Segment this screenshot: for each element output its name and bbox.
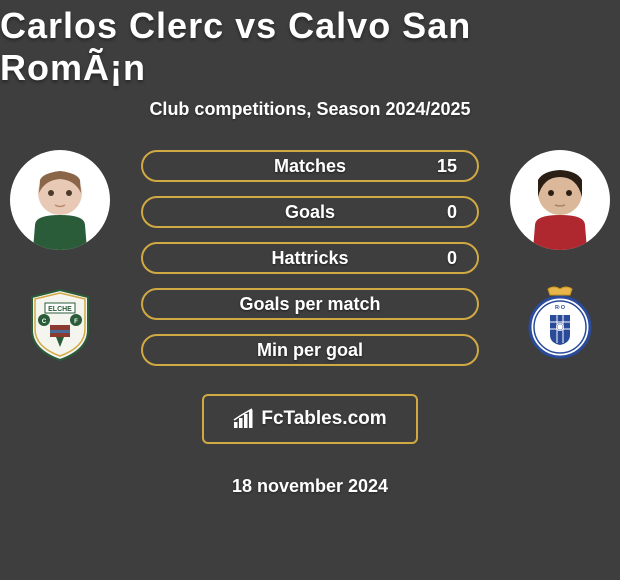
player-left-icon — [25, 165, 95, 250]
bar-chart-icon — [233, 408, 255, 430]
stat-row-matches: Matches 15 — [141, 150, 479, 182]
player-left-avatar — [10, 150, 110, 250]
svg-text:F: F — [74, 319, 78, 325]
svg-text:ELCHE: ELCHE — [48, 306, 72, 313]
stat-value: 0 — [447, 248, 457, 269]
stat-row-min-per-goal: Min per goal — [141, 334, 479, 366]
page-subtitle: Club competitions, Season 2024/2025 — [149, 99, 470, 120]
stat-label: Min per goal — [257, 340, 363, 361]
logo-text: FcTables.com — [261, 408, 386, 430]
stat-value: 0 — [447, 202, 457, 223]
stat-label: Goals per match — [239, 294, 380, 315]
stat-label: Matches — [274, 156, 346, 177]
svg-text:C: C — [42, 319, 47, 325]
stat-row-goals: Goals 0 — [141, 196, 479, 228]
elche-cf-badge-icon: ELCHE C F — [20, 285, 100, 365]
page-title: Carlos Clerc vs Calvo San RomÃ¡n — [0, 5, 620, 89]
club-left-badge: ELCHE C F — [10, 275, 110, 375]
svg-text:R·O: R·O — [555, 305, 566, 311]
stat-label: Hattricks — [271, 248, 348, 269]
main-container: Carlos Clerc vs Calvo San RomÃ¡n Club co… — [0, 0, 620, 497]
player-right-avatar — [510, 150, 610, 250]
stat-row-goals-per-match: Goals per match — [141, 288, 479, 320]
stat-row-hattricks: Hattricks 0 — [141, 242, 479, 274]
logo-box: FcTables.com — [202, 394, 418, 444]
stat-value: 15 — [437, 156, 457, 177]
date-label: 18 november 2024 — [232, 476, 388, 497]
real-oviedo-badge-icon: R·O — [520, 285, 600, 365]
comparison-area: ELCHE C F R·O — [0, 150, 620, 497]
stat-label: Goals — [285, 202, 335, 223]
player-right-icon — [525, 165, 595, 250]
club-right-badge: R·O — [510, 275, 610, 375]
